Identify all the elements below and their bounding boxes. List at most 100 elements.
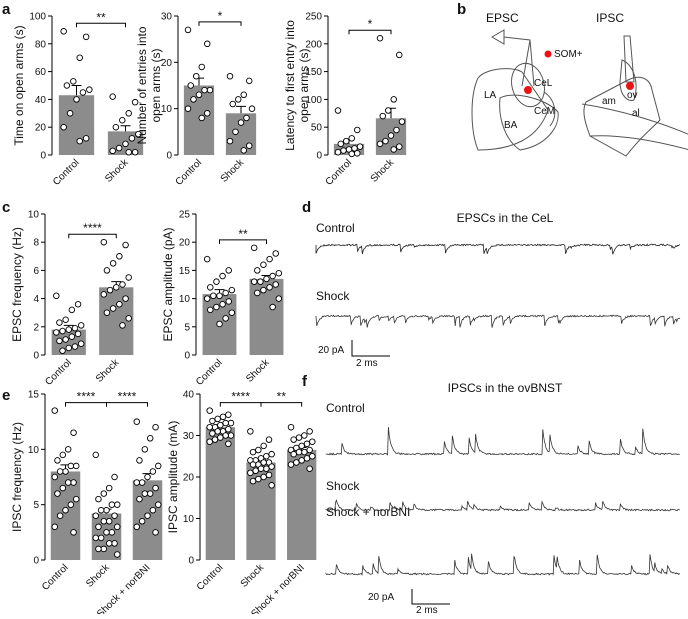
data-point xyxy=(122,295,129,302)
data-point xyxy=(257,465,265,472)
data-point xyxy=(228,286,236,294)
data-point xyxy=(217,421,224,429)
data-point xyxy=(190,96,197,103)
data-point xyxy=(63,82,71,89)
data-point xyxy=(379,112,387,120)
data-point xyxy=(225,411,232,419)
data-point xyxy=(237,119,245,126)
region-label: ov xyxy=(627,90,638,101)
x-tick-label: Shock xyxy=(84,562,112,590)
bar xyxy=(205,427,235,560)
data-point xyxy=(138,518,146,525)
data-point xyxy=(125,274,132,281)
data-point xyxy=(263,453,270,460)
data-point xyxy=(53,329,60,336)
data-point xyxy=(254,289,261,297)
data-point xyxy=(395,51,403,59)
data-point xyxy=(59,484,67,492)
data-point xyxy=(260,286,267,294)
y-axis-label: open arms (s) xyxy=(297,48,311,122)
data-point xyxy=(67,462,75,470)
data-point xyxy=(207,284,214,291)
scale-label: 2 ms xyxy=(356,358,378,369)
data-point xyxy=(250,244,258,252)
x-tick-label: Shock xyxy=(369,157,397,185)
data-point xyxy=(135,130,142,138)
data-point xyxy=(103,267,111,274)
data-point xyxy=(195,91,203,99)
y-tick-label: 2 xyxy=(33,322,39,333)
data-point xyxy=(290,450,297,458)
y-tick-label: 5 xyxy=(184,322,190,333)
region-label: LA xyxy=(484,90,497,101)
scale-label: 2 ms xyxy=(416,605,438,614)
y-tick-label: 4 xyxy=(33,294,39,305)
data-point xyxy=(226,137,234,145)
data-point xyxy=(268,463,275,470)
data-point xyxy=(214,428,221,435)
data-point xyxy=(263,465,270,472)
data-point xyxy=(353,126,361,134)
data-point xyxy=(66,110,74,117)
data-point xyxy=(60,123,67,131)
data-point xyxy=(207,306,214,314)
data-point xyxy=(240,91,247,99)
data-point xyxy=(382,137,389,145)
error-bar xyxy=(71,85,82,96)
data-point xyxy=(272,281,279,288)
y-tick-label: 20 xyxy=(161,58,173,69)
data-point xyxy=(86,86,93,93)
data-point xyxy=(105,518,113,525)
data-point xyxy=(119,116,126,124)
significance-bracket xyxy=(68,233,117,239)
data-point xyxy=(103,309,111,316)
y-tick-label: 15 xyxy=(179,266,191,277)
data-point xyxy=(201,86,208,94)
data-point xyxy=(74,330,82,338)
data-point xyxy=(298,442,305,450)
data-point xyxy=(184,105,192,112)
data-point xyxy=(272,250,279,257)
data-point xyxy=(222,289,229,297)
data-point xyxy=(97,506,105,514)
panel-letter: e xyxy=(2,387,10,404)
data-point xyxy=(301,448,308,456)
data-point xyxy=(70,479,77,486)
y-tick-label: 10 xyxy=(28,445,40,456)
data-point xyxy=(248,105,256,112)
y-tick-label: 10 xyxy=(161,104,173,115)
y-tick-label: 250 xyxy=(305,12,322,23)
data-point xyxy=(228,309,236,316)
data-point xyxy=(337,140,345,148)
data-point xyxy=(356,143,364,150)
data-point xyxy=(209,417,216,425)
data-point xyxy=(260,442,267,450)
trace-label: Control xyxy=(316,221,355,235)
data-point xyxy=(219,413,227,421)
data-point xyxy=(269,272,276,280)
y-tick-label: 200 xyxy=(305,39,322,50)
y-axis-label: Number of entries into xyxy=(135,26,149,144)
y-tick-label: 40 xyxy=(35,95,47,106)
recording-site xyxy=(626,82,634,90)
data-point xyxy=(298,457,305,464)
brain-diagram xyxy=(471,29,688,157)
data-point xyxy=(334,148,342,156)
data-point xyxy=(265,471,273,479)
y-tick-label: 8 xyxy=(33,238,39,249)
data-point xyxy=(144,473,151,481)
recording-trace xyxy=(325,553,680,576)
significance-label: ** xyxy=(277,390,287,404)
scale-bar xyxy=(411,589,450,605)
significance-bracket xyxy=(260,402,303,407)
data-point xyxy=(306,428,313,435)
data-point xyxy=(68,306,76,314)
data-point xyxy=(111,540,118,547)
data-point xyxy=(133,479,141,486)
data-point xyxy=(232,128,239,136)
data-point xyxy=(95,545,102,553)
y-tick-label: 20 xyxy=(179,238,191,249)
data-point xyxy=(222,419,229,427)
data-point xyxy=(70,529,77,536)
recording-trace xyxy=(325,427,680,456)
